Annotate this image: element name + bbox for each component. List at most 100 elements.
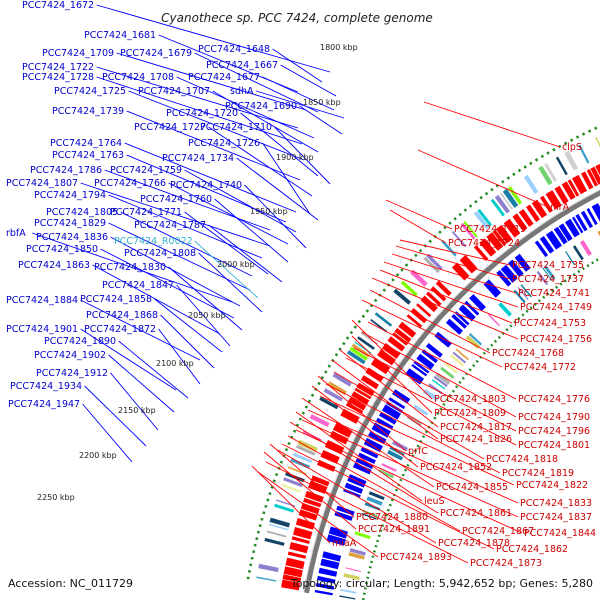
left-gene-label: sdhA [230, 86, 254, 97]
outer-tick-ring [309, 400, 310, 402]
outer-tick-ring [303, 412, 304, 414]
right-gene-label: PCC7424_1862 [496, 544, 568, 555]
inner-tick-ring [453, 390, 454, 392]
inner-tick-ring [463, 377, 464, 379]
left-gene-label: PCC7424_1847 [102, 280, 174, 291]
reverse-cog-block [333, 373, 352, 387]
outer-tick-ring [536, 159, 538, 160]
right-gene-label: PCC7424_1852 [420, 462, 492, 473]
left-gene-label: PCC7424_1829 [34, 218, 106, 229]
reverse-cog-block [410, 270, 428, 287]
outer-tick-ring [266, 505, 267, 507]
right-gene-label: PCC7424_1735 [512, 260, 584, 271]
outer-tick-ring [355, 326, 356, 328]
outer-tick-ring [251, 564, 252, 566]
right-gene-label: PCC7424_1822 [516, 480, 588, 491]
tick-label: 1850 kbp [303, 98, 341, 107]
outer-tick-ring [519, 170, 521, 171]
right-gene-label: PCC7424_1880 [356, 512, 428, 523]
inner-tick-ring [506, 329, 507, 330]
inner-tick-ring [487, 349, 488, 350]
right-gene-label: PCC7424_1801 [518, 440, 590, 451]
inner-tick-ring [510, 325, 511, 326]
tick-label: 1900 kbp [276, 153, 314, 162]
outer-tick-ring [577, 137, 579, 138]
left-gene-label: PCC7424_1679 [120, 48, 192, 59]
outer-tick-ring [258, 531, 259, 533]
genome-summary-text: Topology: circular; Length: 5,942,652 bp… [290, 577, 593, 590]
outer-tick-ring [329, 365, 330, 367]
accession-text: Accession: NC_011729 [8, 577, 133, 590]
outer-tick-ring [249, 570, 250, 572]
right-label-leader [386, 200, 452, 229]
inner-tick-ring [408, 465, 409, 467]
forward-gene-arrow [319, 568, 338, 577]
reverse-cog-block [267, 531, 287, 538]
left-gene-label: PCC7424_1807 [6, 178, 78, 189]
outer-tick-ring [375, 300, 377, 302]
outer-tick-ring [351, 332, 352, 334]
tick-label: 2150 kbp [118, 406, 156, 415]
outer-tick-ring [276, 474, 277, 476]
left-gene-label: PCC7424_1902 [34, 350, 106, 361]
inner-tick-ring [376, 545, 377, 547]
reverse-gene-arrow [288, 552, 306, 559]
tick-label: 2250 kbp [37, 493, 75, 502]
outer-tick-ring [571, 140, 573, 141]
outer-tick-ring [306, 406, 307, 408]
outer-tick-ring [583, 134, 585, 135]
outer-tick-ring [507, 177, 509, 178]
inner-tick-ring [596, 259, 598, 260]
reverse-cog-block [401, 281, 418, 297]
left-gene-label: PCC7424_1934 [10, 381, 82, 392]
left-gene-label: PCC7424_1709 [42, 48, 114, 59]
inner-tick-ring [392, 499, 393, 501]
outer-tick-ring [486, 193, 488, 194]
left-gene-label: PCC7424_1787 [134, 220, 206, 231]
outer-tick-ring [429, 240, 431, 242]
left-gene-label: PCC7424_1759 [110, 165, 182, 176]
tick-label: 1950 kbp [250, 207, 288, 216]
left-gene-label: PCC7424_1858 [80, 294, 152, 305]
outer-tick-ring [255, 544, 256, 546]
right-label-leader [270, 444, 354, 517]
inner-tick-ring [426, 431, 427, 433]
left-gene-label: PCC7424_1884 [6, 295, 78, 306]
inner-tick-ring [484, 353, 485, 354]
outer-tick-ring [300, 418, 301, 420]
right-gene-label: miaA [332, 538, 357, 549]
outer-tick-ring [547, 152, 549, 153]
outer-tick-ring [289, 442, 290, 444]
outer-tick-ring [294, 430, 295, 432]
outer-tick-ring [339, 348, 340, 350]
left-label-leader [273, 49, 322, 82]
reverse-cog-block [264, 538, 284, 546]
right-label-leader [390, 210, 446, 243]
left-gene-label: PCC7424_1794 [34, 190, 106, 201]
forward-cog-block [407, 415, 423, 427]
left-gene-label: PCC7424_1707 [138, 86, 210, 97]
outer-tick-ring [384, 289, 386, 291]
forward-gene-arrow [434, 332, 451, 348]
left-gene-label: PCC7424_1805 [46, 207, 118, 218]
left-gene-label: PCC7424_1740 [170, 180, 242, 191]
left-gene-label: PCC7424_1912 [36, 368, 108, 379]
right-gene-label: PCC7424_1861 [440, 508, 512, 519]
left-gene-label: PCC7424_1710 [200, 122, 272, 133]
inner-tick-ring [401, 479, 402, 481]
right-gene-label: clpS [562, 142, 582, 153]
right-gene-label: PCC7424_1818 [486, 454, 558, 465]
right-gene-label: PCC7424_1826 [440, 434, 512, 445]
inner-tick-ring [405, 469, 406, 471]
reverse-cog-block [538, 166, 552, 186]
outer-tick-ring [319, 382, 320, 384]
left-gene-label: PCC7424_1726 [188, 138, 260, 149]
reverse-cog-block [556, 157, 568, 176]
outer-tick-ring [444, 227, 446, 229]
outer-tick-ring [270, 493, 271, 495]
inner-tick-ring [373, 556, 374, 558]
tick-label: 2000 kbp [217, 260, 255, 269]
inner-tick-ring [377, 540, 378, 542]
outer-tick-ring [439, 231, 441, 233]
left-gene-label: PCC7424_1764 [50, 138, 122, 149]
